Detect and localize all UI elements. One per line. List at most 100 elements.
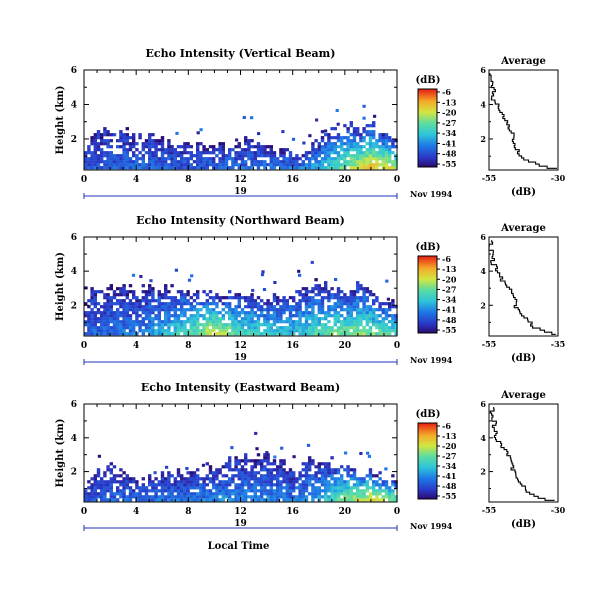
echo-cell [228,498,232,502]
echo-cell [375,151,379,155]
echo-cell [346,308,350,312]
echo-cell [260,273,265,277]
colorbar-tick-label: -20 [442,108,457,118]
echo-cell [164,284,168,288]
echo-cell [167,329,171,333]
echo-cell [266,329,270,333]
echo-cell [189,296,193,300]
echo-cell [384,157,389,161]
echo-cell [359,323,363,327]
echo-cell [324,329,328,333]
echo-cell [330,471,334,475]
echo-cell [244,474,248,478]
colorbar-tick-label: -34 [442,295,457,305]
echo-cell [394,326,398,330]
echo-cell [176,166,181,170]
echo-cell [119,320,123,324]
echo-cell [288,311,293,315]
echo-cell [272,489,277,493]
echo-cell [112,474,117,478]
echo-cell [256,329,261,333]
echo-cell [381,166,385,170]
echo-cell [180,326,184,330]
echo-cell [282,154,286,158]
echo-cell [135,157,139,161]
echo-cell [356,308,360,312]
echo-cell [327,483,331,487]
echo-cell [298,320,302,324]
echo-cell [346,468,350,472]
echo-cell [186,160,190,164]
echo-cell [333,317,337,321]
echo-cell [196,498,200,502]
echo-cell [90,326,94,330]
echo-cell [96,133,101,137]
echo-cell [272,157,277,161]
echo-cell [320,302,325,306]
echo-cell [135,166,139,170]
echo-cell [343,142,347,146]
echo-cell [212,480,216,484]
echo-cell [269,471,273,475]
colorbar-tick-label: -6 [442,87,451,97]
echo-cell [391,492,395,496]
echo-cell [157,483,161,487]
echo-cell [368,293,373,297]
echo-cell [106,314,110,318]
echo-cell [346,163,350,167]
echo-cell [250,311,254,315]
echo-cell [240,308,245,312]
echo-cell [138,157,142,161]
echo-cell [122,299,126,303]
echo-cell [394,314,398,318]
echo-cell [244,323,248,327]
echo-cell [384,489,389,493]
echo-cell [141,145,145,149]
echo-cell [256,314,261,318]
echo-cell [368,308,373,312]
echo-cell [93,293,97,297]
echo-cell [135,302,139,306]
echo-cell [362,154,366,158]
echo-cell [346,151,350,155]
echo-cell [372,154,376,158]
echo-cell [160,296,165,300]
echo-cell [240,166,245,170]
echo-cell [295,486,299,490]
echo-cell [349,332,353,336]
echo-cell [122,311,126,315]
echo-cell [336,293,341,297]
echo-cell [250,498,254,502]
echo-cell [340,308,344,312]
echo-cell [327,142,331,146]
echo-cell [304,489,309,493]
echo-cell [343,163,347,167]
echo-cell [144,486,149,490]
echo-cell [260,154,264,158]
echo-cell [151,133,155,137]
echo-cell [381,329,385,333]
echo-cell [122,483,126,487]
echo-cell [228,308,232,312]
echo-cell [215,296,219,300]
echo-cell [292,498,296,502]
echo-cell [388,329,392,333]
echo-cell [122,480,126,484]
echo-cell [141,284,145,288]
echo-cell [112,293,117,297]
echo-cell [285,477,289,481]
echo-cell [368,326,373,330]
echo-cell [119,329,123,333]
echo-cell [388,495,392,499]
echo-cell [87,299,91,303]
echo-cell [151,311,155,315]
echo-cell [288,157,293,161]
echo-cell [394,480,398,484]
echo-cell [192,160,197,164]
echo-cell [368,160,373,164]
echo-cell [384,136,389,140]
echo-cell [253,332,257,336]
echo-cell [189,308,193,312]
echo-cell [263,489,267,493]
echo-cell [269,154,273,158]
